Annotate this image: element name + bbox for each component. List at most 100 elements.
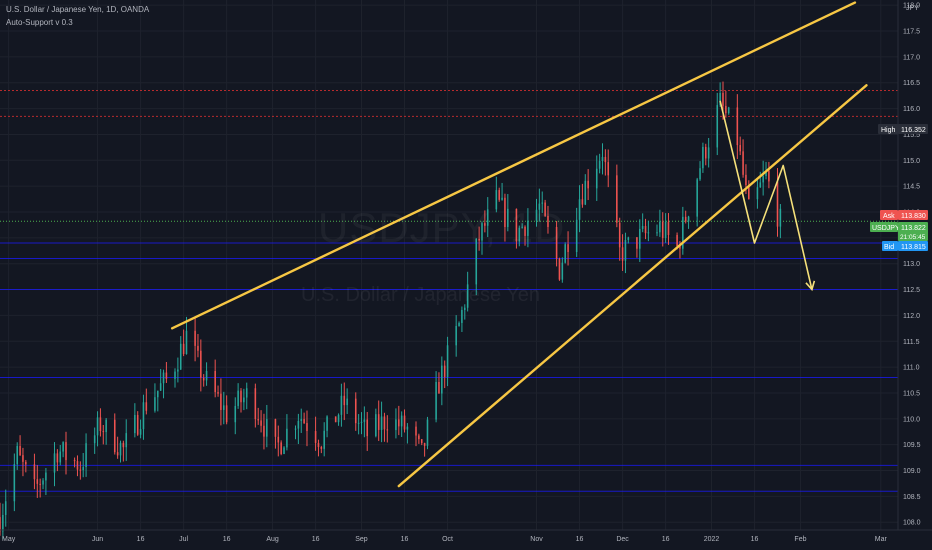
candle-body [699, 168, 701, 180]
candle-body [254, 388, 257, 420]
candle-body [257, 419, 259, 421]
candle-body [541, 202, 544, 204]
candle-body [727, 107, 730, 114]
candle-body [202, 377, 205, 381]
candle-body [197, 345, 199, 351]
candle-body [762, 175, 764, 183]
candle-body [22, 455, 24, 462]
ask-value-bg [898, 210, 928, 220]
candle-body [119, 442, 122, 456]
candle-body [225, 405, 228, 423]
candle-body [326, 416, 328, 431]
candle-body [647, 232, 650, 234]
candle-body [234, 405, 237, 423]
candle-body [765, 170, 767, 176]
time-tick-label: 2022 [704, 536, 720, 543]
candle-body [621, 247, 624, 261]
candle-body [719, 92, 721, 106]
time-tick-label: Nov [530, 536, 543, 543]
price-tags: High 116.352 Ask 113.830 USDJPY 113.822 … [870, 124, 928, 251]
candle-body [366, 419, 369, 437]
time-axis[interactable]: May Jun 16 Jul 16 Aug 16 Sep 16 Oct Nov 16 Dec 16 2022… [2, 536, 887, 543]
price-tick-label: 114.5 [903, 184, 920, 191]
candle-body [504, 197, 506, 227]
candle-body [306, 423, 308, 432]
candle-body [458, 322, 460, 326]
candle-body [162, 372, 165, 384]
price-tick-label: 112.0 [903, 313, 920, 320]
time-tick-label: Feb [794, 536, 806, 543]
projection-arrowhead [805, 280, 816, 292]
candle-body [524, 226, 526, 236]
candle-body [217, 392, 219, 394]
candle-body [174, 371, 176, 379]
candle-body [641, 225, 644, 229]
candle-body [461, 309, 463, 323]
candle-body [220, 393, 222, 410]
candle-body [644, 225, 647, 234]
candle-body [659, 221, 661, 233]
candle-body [243, 397, 245, 403]
time-tick-label: Aug [266, 536, 279, 543]
candle-body [776, 181, 779, 227]
candle-body [395, 419, 397, 431]
candle-body [380, 416, 383, 430]
price-tick-label: 108.0 [903, 520, 921, 527]
candle-body [455, 325, 457, 346]
candle-body [73, 460, 76, 462]
candle-body [377, 414, 380, 430]
trendlines [170, 1, 868, 488]
candle-body [745, 174, 747, 186]
candle-body [426, 419, 429, 446]
candle-body [36, 479, 39, 484]
candle-body [317, 442, 320, 448]
candle-body [56, 453, 59, 463]
candle-body [676, 235, 678, 247]
price-tick-label: 108.5 [903, 494, 921, 501]
candle-body [418, 435, 420, 440]
price-tick-label: 118.0 [903, 3, 920, 10]
candle-body [134, 414, 136, 434]
price-axis[interactable]: 108.0 108.5 109.0 109.5 110.0 110.5 111.0 111.5… [903, 3, 921, 527]
candle-body [194, 330, 196, 346]
candle-body [76, 461, 79, 470]
candle-body [19, 446, 21, 456]
time-tick-label: Mar [875, 536, 888, 543]
candle-body [283, 447, 285, 454]
instrument-title[interactable]: U.S. Dollar / Japanese Yen, 1D, OANDA [6, 5, 150, 14]
candle-body [286, 428, 288, 448]
candle-body [759, 182, 762, 188]
candle-body [42, 480, 44, 485]
price-tick-label: 115.5 [903, 132, 920, 139]
candle-body [79, 469, 82, 471]
candle-body [136, 414, 139, 435]
candle-body [96, 417, 99, 436]
candle-body [205, 370, 208, 381]
time-tick-label: 16 [401, 536, 409, 543]
time-tick-label: Sep [355, 536, 368, 543]
candle-body [116, 452, 119, 456]
candle-body [736, 107, 739, 146]
ask-value: 113.830 [901, 213, 926, 220]
candle-body [779, 208, 782, 227]
price-tick-label: 111.0 [903, 365, 920, 372]
candle-body [682, 216, 684, 249]
candle-body [122, 442, 125, 448]
candle-body [2, 514, 4, 532]
candle-body [85, 443, 87, 468]
candle-body [466, 284, 469, 308]
candle-body [200, 350, 202, 378]
candle-body [375, 414, 377, 437]
candle-body [558, 258, 561, 280]
bid-label: Bid [884, 244, 894, 251]
price-tick-label: 111.5 [903, 339, 920, 346]
candle-body [159, 383, 162, 391]
candle-body [323, 430, 325, 449]
candle-body [53, 453, 56, 473]
indicator-title[interactable]: Auto-Support v 0.3 [6, 18, 73, 27]
chart-grid [0, 0, 898, 530]
price-tick-label: 115.0 [903, 158, 920, 165]
candle-body [696, 179, 698, 217]
time-tick-label: Dec [616, 536, 629, 543]
